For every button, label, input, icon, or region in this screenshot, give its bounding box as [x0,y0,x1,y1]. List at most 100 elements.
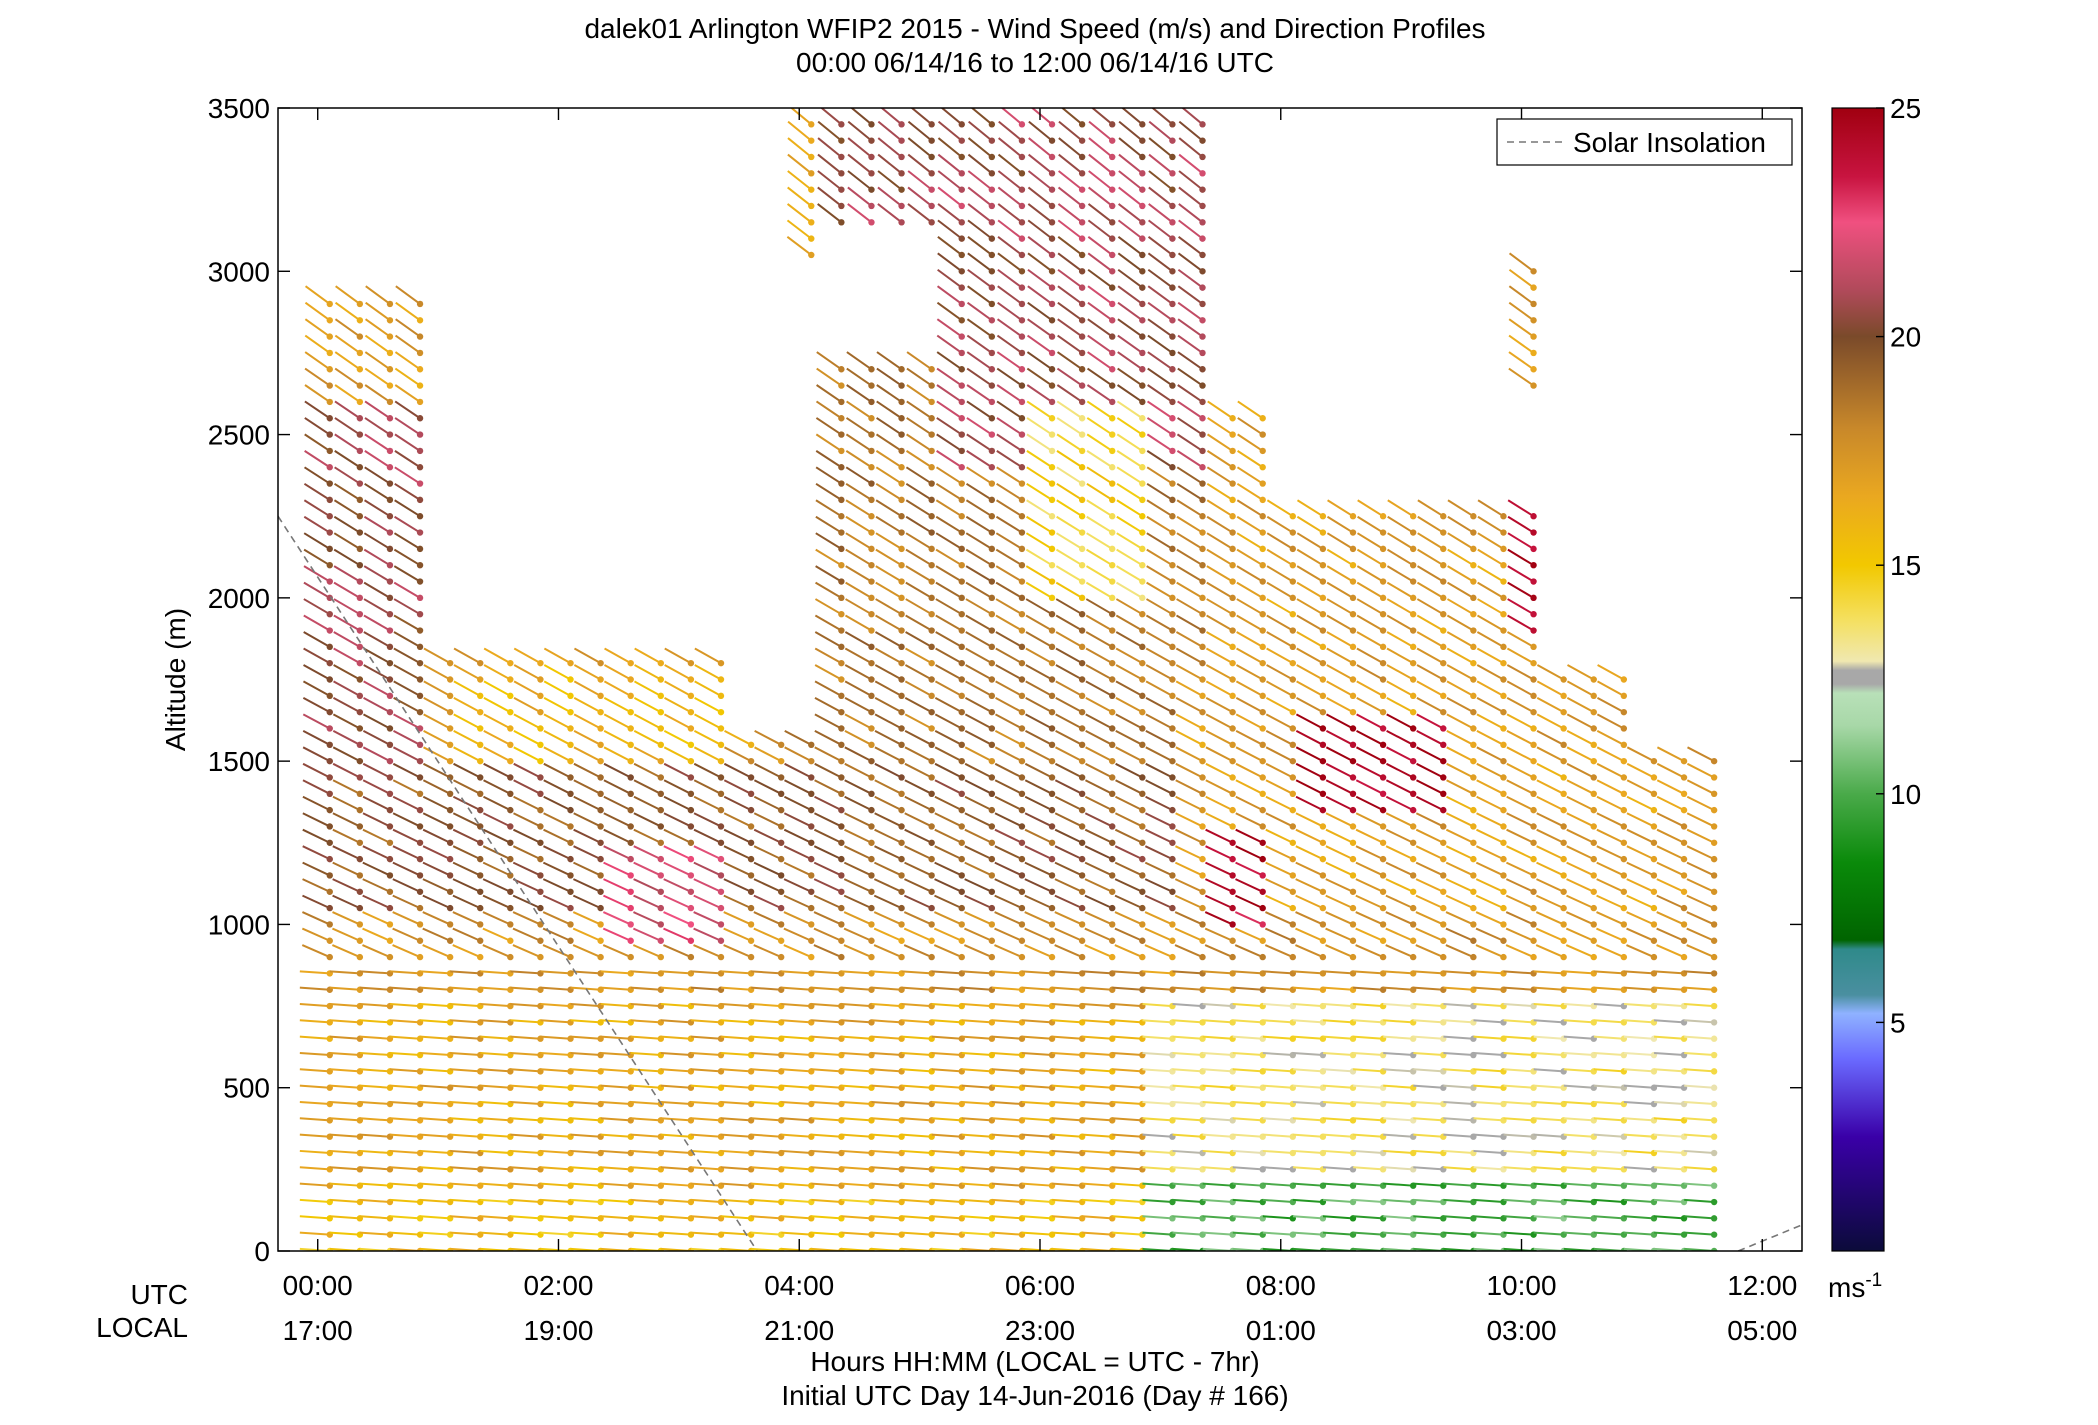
wind-barb [1503,1182,1534,1187]
wind-barb-head [1289,823,1296,830]
wind-barb [1416,729,1444,746]
wind-barb-head [747,937,755,944]
wind-barb [513,795,541,812]
wind-barb [1054,779,1083,795]
wind-barb [302,845,331,861]
wind-barb-head [868,953,875,961]
wind-barb [1383,1149,1414,1155]
wind-barb-head [928,823,935,830]
wind-barb [1477,499,1504,518]
wind-barb [363,581,391,599]
wind-barb-head [446,953,454,961]
wind-barb [632,927,662,942]
wind-barb [1473,1166,1504,1171]
wind-barb [390,1182,421,1187]
wind-barb [1057,268,1083,289]
wind-barb [1353,1117,1384,1122]
wind-barb [871,1100,902,1106]
wind-barb [394,515,421,534]
wind-barb [1052,1231,1083,1236]
wind-barb-head [1530,627,1537,634]
wind-barb [961,1133,992,1138]
wind-barb [904,828,933,844]
wind-barb [967,285,993,305]
wind-barb [1265,779,1294,795]
wind-barb [1292,1084,1323,1089]
wind-barb [937,170,963,191]
wind-barb [303,664,331,681]
wind-barb-head [1109,790,1116,797]
wind-barb [363,565,391,583]
wind-barb [543,762,571,779]
wind-barb [573,779,602,795]
wind-barb [573,647,602,665]
wind-barb [570,1100,601,1106]
wind-barb-head [1530,610,1537,618]
wind-barb-head [1169,415,1176,422]
wind-barb [1056,499,1083,518]
wind-barb-head [1048,937,1056,944]
wind-barb-head [1590,741,1597,749]
wind-barb-head [898,725,905,732]
wind-barb-head [326,578,333,585]
wind-barb-head [1078,153,1086,161]
wind-barb-head [868,839,875,846]
wind-barb-head [1440,659,1447,667]
wind-barb [1178,236,1204,256]
wind-barb [1262,1166,1293,1171]
wind-barb [1292,1215,1323,1220]
wind-barb [1356,548,1384,567]
wind-barb [1266,631,1294,648]
wind-barb [1654,1166,1685,1171]
wind-barb-head [416,659,424,667]
wind-barb [1052,1215,1083,1220]
wind-barb-head [958,317,965,324]
wind-barb [332,795,361,812]
wind-barb [1082,1051,1113,1057]
wind-barb [874,779,903,795]
wind-barb [332,713,361,730]
wind-barb-head [1650,872,1658,879]
wind-barb [936,285,963,305]
wind-barb-head [1379,774,1387,781]
wind-barb [1533,1166,1564,1171]
wind-barb-head [416,431,424,438]
wind-barb-head [988,268,996,275]
wind-barb [1475,861,1504,877]
wind-barb [1353,1166,1384,1171]
wind-barb [1477,565,1504,583]
wind-barb [1475,944,1504,959]
wind-barb [997,203,1023,224]
wind-barb-head [988,676,996,683]
wind-barb [1235,878,1264,893]
wind-barb [570,1117,601,1122]
wind-barb [1355,746,1384,763]
wind-barb [871,1166,902,1171]
wind-barb [1563,1231,1594,1236]
wind-barb-head [1078,888,1086,895]
wind-barb [1596,828,1625,844]
wind-barb [875,482,903,501]
wind-barb [1265,911,1294,926]
wind-barb-head [1048,153,1056,161]
wind-barb-head [1319,839,1327,846]
wind-barb [997,301,1023,322]
wind-barb-head [1710,1100,1718,1108]
wind-barb [1475,927,1504,942]
wind-barb-head [1018,921,1026,928]
wind-barb [1654,1068,1685,1073]
wind-barb [1114,944,1143,959]
wind-barb [693,762,722,779]
wind-barb [1232,1019,1263,1024]
wind-barb [901,1051,932,1057]
wind-barb-head [356,741,364,749]
wind-barb-head [988,627,996,634]
wind-barb [1593,1182,1624,1187]
wind-barb [1596,697,1625,714]
wind-barb [1292,1019,1323,1024]
wind-barb [1623,1035,1655,1040]
wind-barb [934,894,963,910]
wind-barb-head [657,823,665,830]
wind-barb-head [1139,300,1146,308]
